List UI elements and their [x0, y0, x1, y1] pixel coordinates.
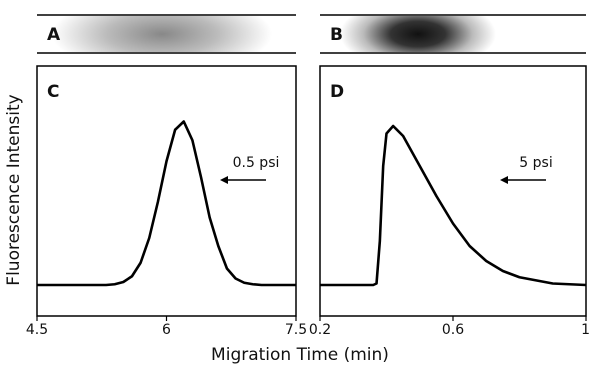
- figure: Fluorescence Intensity Migration Time (m…: [0, 0, 590, 367]
- plot-frame: [37, 66, 296, 316]
- annotation: 5 psi: [519, 155, 552, 171]
- panel: A C 4.5 6 7.5 0.5 psi: [26, 25, 307, 338]
- x-axis-label: Migration Time (min): [211, 345, 389, 365]
- band-image: [340, 0, 496, 70]
- annotation-arrowhead: [500, 176, 508, 184]
- annotation-arrowhead: [220, 176, 228, 184]
- y-axis-label: Fluorescence Intensity: [4, 94, 24, 285]
- annotation: 0.5 psi: [233, 155, 280, 171]
- x-tick-label: 7.5: [285, 322, 307, 338]
- x-tick-label: 0.2: [309, 322, 331, 338]
- page: Fluorescence Intensity Migration Time (m…: [0, 0, 590, 367]
- panel-label: D: [330, 82, 344, 102]
- strip-label: B: [330, 25, 343, 45]
- strip-label: A: [47, 25, 61, 45]
- x-tick-label: 4.5: [26, 322, 48, 338]
- x-tick-label: 1: [581, 322, 590, 338]
- strip-a: [37, 0, 296, 74]
- band-image: [52, 0, 272, 74]
- strip-b: [320, 0, 586, 70]
- plot-frame: [320, 66, 586, 316]
- x-tick-label: 6: [162, 322, 171, 338]
- panel: B D 0.2 0.6 1 5 psi: [309, 25, 590, 338]
- data-line: [37, 122, 296, 286]
- x-tick-label: 0.6: [442, 322, 464, 338]
- panel-label: C: [47, 82, 59, 102]
- data-line: [320, 126, 586, 285]
